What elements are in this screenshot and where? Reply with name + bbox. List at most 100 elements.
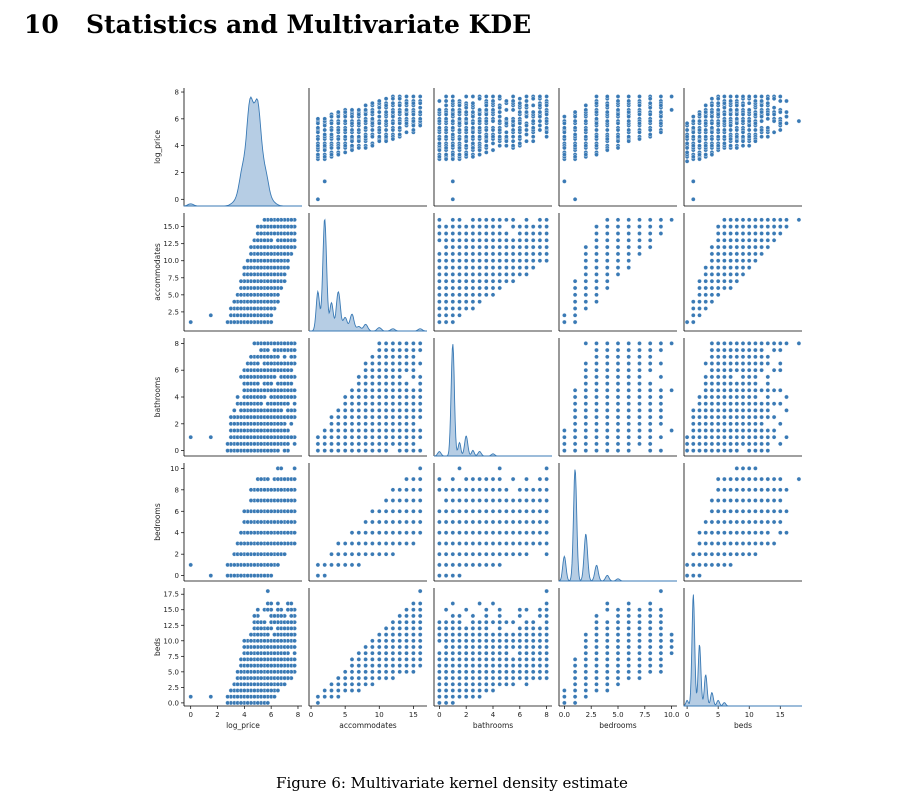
scatter-point: [583, 688, 589, 693]
scatter-point: [524, 231, 529, 236]
scatter-point: [771, 508, 777, 514]
scatter-point: [778, 508, 783, 514]
scatter-point: [510, 258, 516, 263]
scatter-point: [778, 361, 783, 366]
scatter-point: [477, 626, 482, 631]
scatter-point: [647, 217, 653, 223]
scatter-point: [722, 127, 727, 133]
scatter-point: [572, 448, 578, 453]
scatter-point: [470, 299, 476, 304]
scatter-point: [397, 613, 402, 619]
scatter-point: [245, 663, 250, 668]
scatter-point: [252, 573, 257, 578]
scatter-point: [443, 638, 449, 644]
scatter-point: [258, 421, 264, 427]
scatter-point: [637, 354, 642, 360]
scatter-point: [483, 127, 489, 133]
scatter-point: [265, 265, 271, 270]
scatter-point: [709, 130, 715, 135]
scatter-point: [537, 487, 543, 493]
scatter-point: [647, 613, 653, 619]
scatter-point: [703, 374, 709, 380]
scatter-point: [709, 434, 715, 440]
scatter-point: [383, 441, 389, 447]
scatter-point: [572, 132, 578, 137]
scatter-point: [322, 179, 327, 184]
scatter-point: [397, 508, 402, 514]
scatter-point: [604, 441, 610, 447]
scatter-point: [583, 632, 589, 637]
scatter-point: [753, 121, 758, 126]
scatter-point: [356, 394, 362, 400]
scatter-point: [510, 265, 516, 270]
scatter-point: [265, 251, 271, 257]
scatter-point: [594, 441, 599, 447]
scatter-point: [583, 394, 589, 400]
scatter-point: [490, 688, 496, 693]
scatter-point: [517, 251, 523, 257]
scatter-point: [544, 663, 549, 668]
scatter-point: [615, 121, 621, 126]
scatter-point: [746, 127, 752, 133]
scatter-point: [524, 237, 529, 243]
scatter-point: [703, 109, 709, 115]
scatter-point: [626, 265, 632, 270]
scatter-point: [734, 116, 740, 122]
scatter-point: [637, 644, 642, 650]
scatter-point: [544, 466, 549, 471]
scatter-point: [470, 519, 476, 525]
scatter-point: [544, 251, 549, 257]
scatter-point: [765, 100, 771, 106]
scatter-point: [740, 421, 746, 427]
scatter-point: [272, 278, 277, 284]
scatter-point: [647, 408, 653, 413]
scatter-point: [691, 551, 696, 557]
scatter-point: [615, 374, 621, 380]
scatter-point: [437, 669, 442, 675]
scatter-point: [728, 414, 733, 420]
scatter-point: [470, 224, 476, 229]
scatter-point: [450, 125, 456, 131]
scatter-point: [483, 650, 489, 656]
scatter-point: [235, 312, 240, 318]
scatter-point: [728, 237, 733, 243]
scatter-point: [734, 237, 740, 243]
scatter-point: [322, 143, 327, 149]
scatter-point: [722, 231, 727, 236]
scatter-point: [363, 669, 368, 675]
scatter-point: [572, 292, 578, 298]
scatter-point: [647, 381, 653, 386]
scatter-point: [288, 361, 294, 366]
scatter-point: [703, 285, 709, 291]
scatter-point: [740, 428, 746, 433]
scatter-point: [583, 669, 589, 675]
scatter-point: [715, 258, 721, 263]
scatter-point: [637, 675, 642, 681]
scatter-point: [383, 541, 389, 546]
scatter-point: [759, 428, 764, 433]
scatter-point: [404, 619, 409, 625]
scatter-point: [457, 519, 462, 525]
scatter-point: [288, 626, 294, 631]
scatter-point: [275, 299, 281, 304]
scatter-point: [497, 237, 503, 243]
scatter-point: [397, 341, 402, 346]
scatter-point: [477, 601, 482, 606]
scatter-point: [268, 306, 274, 311]
scatter-point: [722, 361, 727, 366]
scatter-point: [342, 682, 348, 687]
scatter-point: [370, 116, 375, 122]
scatter-point: [265, 285, 271, 291]
scatter-point: [771, 414, 777, 420]
scatter-point: [497, 94, 503, 99]
scatter-point: [232, 299, 237, 304]
scatter-point: [470, 217, 476, 223]
scatter-point: [583, 272, 589, 277]
scatter-point: [497, 650, 503, 656]
scatter-point: [225, 694, 230, 700]
scatter-point: [315, 116, 321, 122]
scatter-point: [715, 347, 721, 353]
scatter-point: [390, 650, 396, 656]
scatter-point: [275, 562, 281, 568]
scatter-point: [238, 408, 244, 413]
